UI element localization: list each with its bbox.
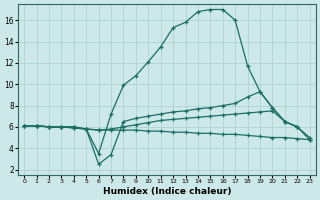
X-axis label: Humidex (Indice chaleur): Humidex (Indice chaleur) <box>103 187 231 196</box>
